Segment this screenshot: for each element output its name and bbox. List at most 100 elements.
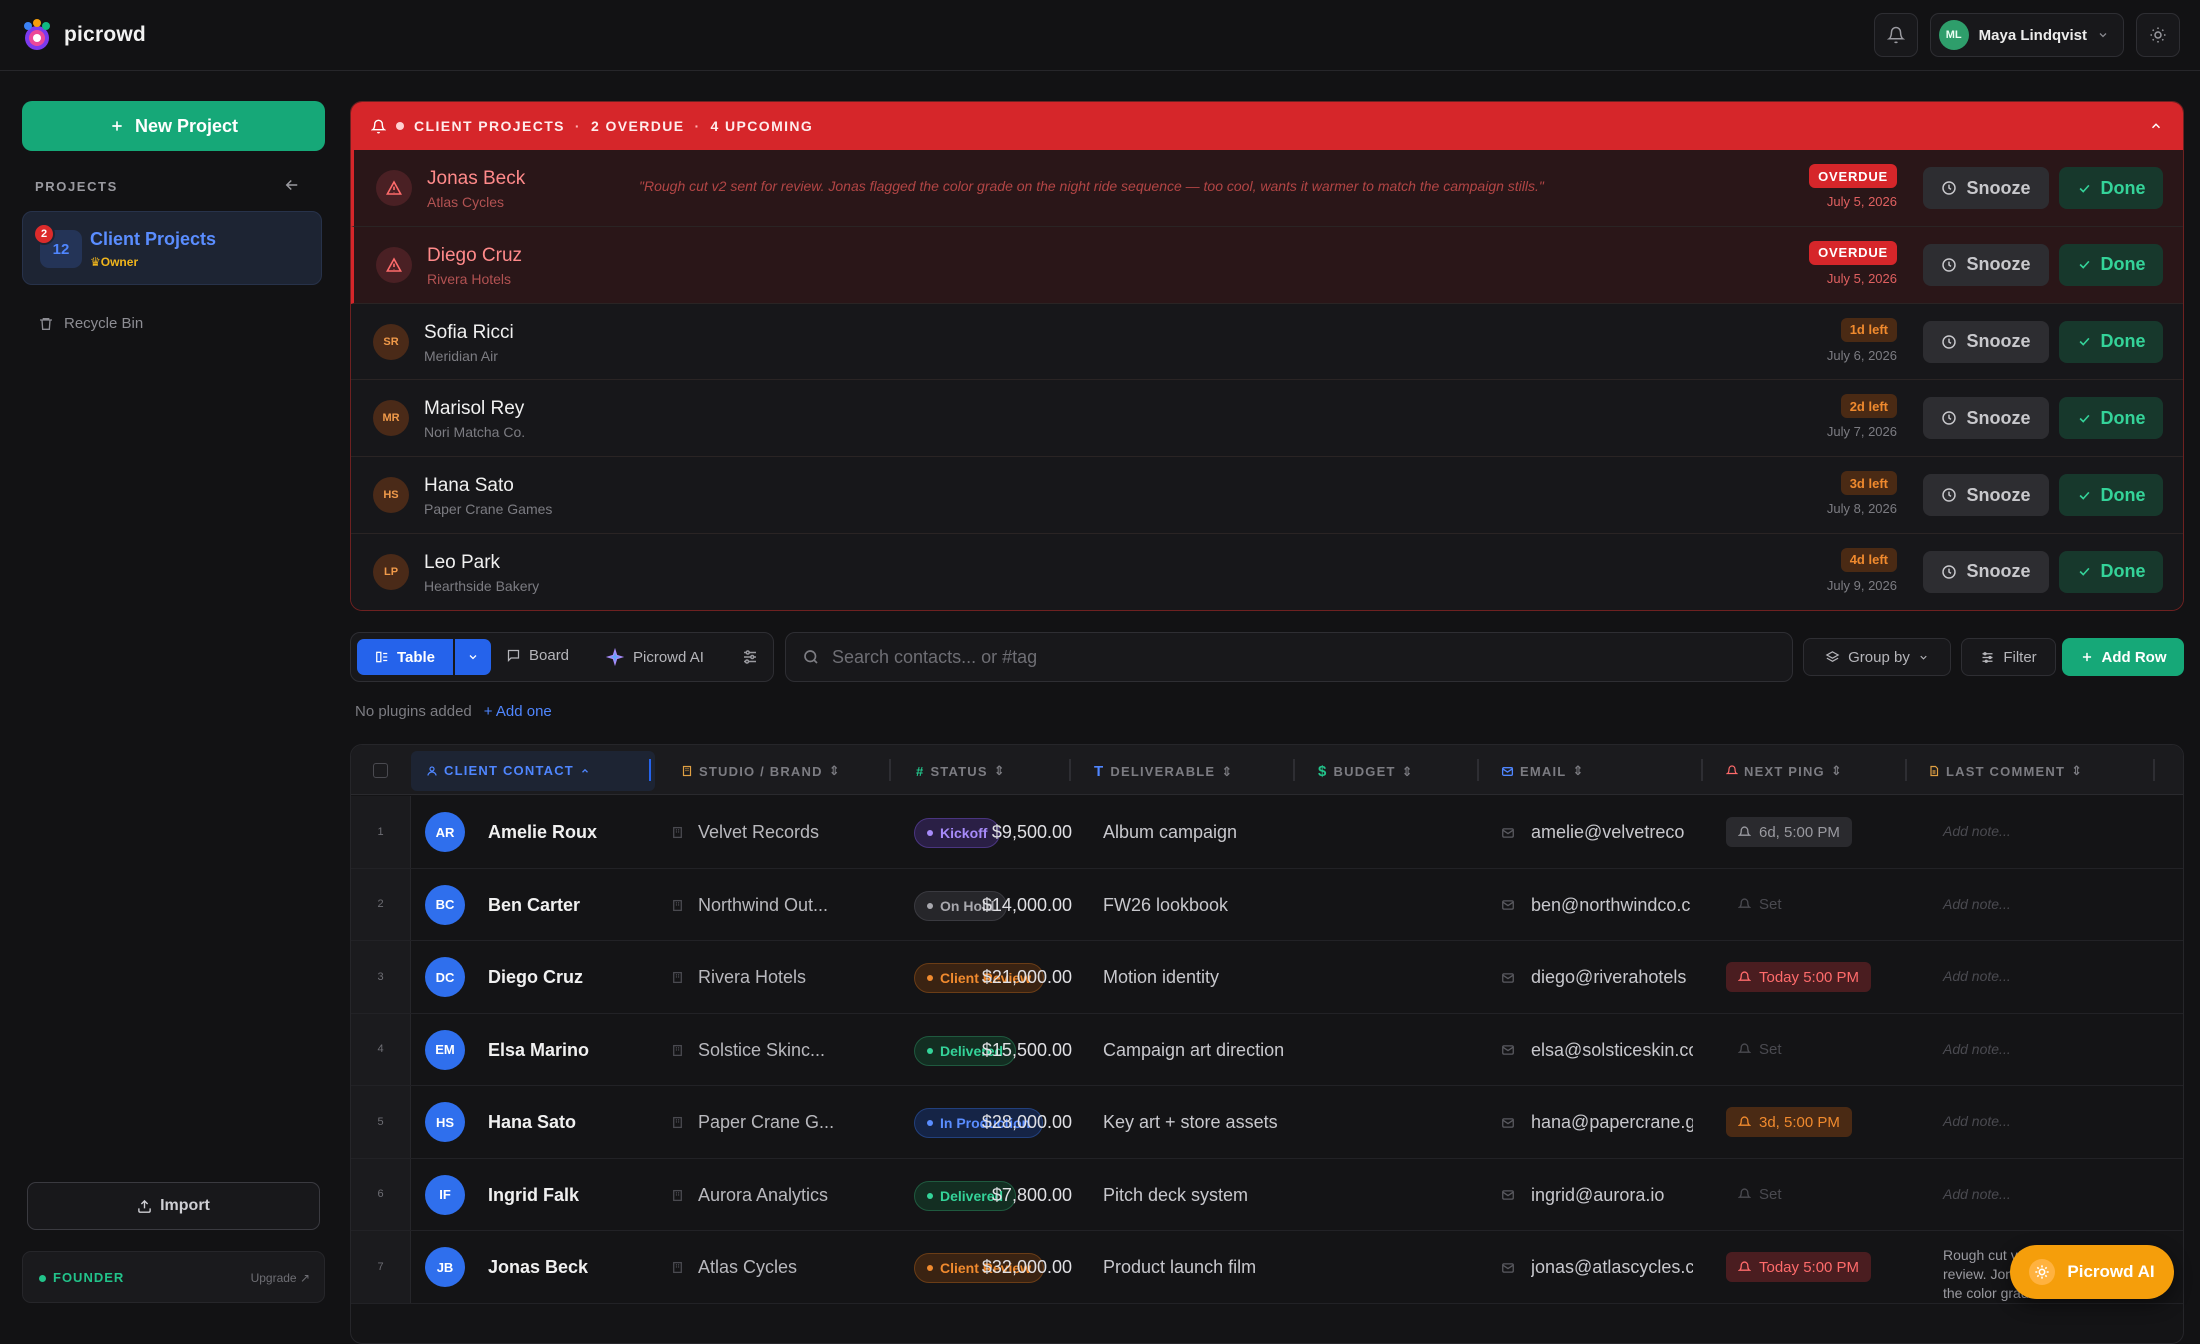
column-resize-handle[interactable] xyxy=(2153,759,2155,781)
add-note-placeholder[interactable]: Add note... xyxy=(1943,1113,2011,1129)
import-button[interactable]: Import xyxy=(27,1182,320,1230)
add-plugin-link[interactable]: + Add one xyxy=(483,703,552,720)
column-resize-handle[interactable] xyxy=(1905,759,1907,781)
table-row[interactable]: 7 JB Jonas Beck Atlas Cycles Client Revi… xyxy=(351,1231,2183,1304)
studio-cell[interactable]: Aurora Analytics xyxy=(671,1185,828,1206)
recycle-bin-link[interactable]: Recycle Bin xyxy=(38,315,143,332)
next-ping-badge[interactable]: Set xyxy=(1726,1180,1794,1210)
collapse-sidebar-button[interactable] xyxy=(283,176,301,194)
reminders-header[interactable]: CLIENT PROJECTS · 2 OVERDUE · 4 UPCOMING xyxy=(351,102,2183,150)
contact-name[interactable]: Hana Sato xyxy=(488,1112,577,1132)
deliverable-cell[interactable]: Product launch film xyxy=(1103,1257,1257,1277)
contact-name[interactable]: Jonas Beck xyxy=(488,1257,589,1277)
email-cell[interactable]: amelie@velvetreco xyxy=(1501,822,1693,843)
email-cell[interactable]: ben@northwindco.c xyxy=(1501,895,1693,916)
reminder-row[interactable]: MR Marisol Rey Nori Matcha Co. 2d left J… xyxy=(351,380,2183,458)
studio-cell[interactable]: Paper Crane G... xyxy=(671,1112,834,1133)
add-note-placeholder[interactable]: Add note... xyxy=(1943,895,2011,912)
contact-name[interactable]: Ingrid Falk xyxy=(488,1184,580,1205)
next-ping-badge[interactable]: 3d, 5:00 PM xyxy=(1726,1107,1852,1137)
deliverable-cell[interactable]: Key art + store assets xyxy=(1103,1112,1278,1132)
table-row[interactable]: 6 IF Ingrid Falk Aurora Analytics Delive… xyxy=(351,1158,2183,1231)
status-badge[interactable]: Client Review xyxy=(914,963,1045,993)
status-badge[interactable]: Delivered xyxy=(914,1035,1017,1066)
deliverable-cell[interactable]: Motion identity xyxy=(1103,967,1220,987)
column-resize-handle[interactable] xyxy=(1477,759,1479,781)
budget-cell[interactable]: $7,800.00 xyxy=(991,1184,1072,1205)
done-button[interactable]: Done xyxy=(2059,320,2163,363)
add-note-placeholder[interactable]: Add note... xyxy=(1943,968,2011,984)
add-note-placeholder[interactable]: Add note... xyxy=(1943,1040,2011,1057)
next-ping-badge[interactable]: Today 5:00 PM xyxy=(1726,1252,1872,1282)
column-status[interactable]: # STATUS ⇕ xyxy=(916,763,1006,779)
snooze-button[interactable]: Snooze xyxy=(1923,320,2049,363)
view-settings-button[interactable] xyxy=(741,648,759,666)
user-menu[interactable]: ML Maya Lindqvist xyxy=(1929,13,2124,57)
column-budget[interactable]: $ BUDGET ⇕ xyxy=(1318,763,1414,780)
column-email[interactable]: EMAIL ⇕ xyxy=(1501,763,1585,779)
contact-name[interactable]: Amelie Roux xyxy=(488,822,598,842)
done-button[interactable]: Done xyxy=(2059,474,2163,517)
email-cell[interactable]: elsa@solsticeskin.co xyxy=(1501,1040,1693,1061)
tab-board[interactable]: Board xyxy=(506,647,569,664)
column-last-comment[interactable]: LAST COMMENT ⇕ xyxy=(1928,763,2083,779)
status-badge[interactable]: In Production xyxy=(914,1108,1044,1138)
tab-table[interactable]: Table xyxy=(357,639,453,675)
done-button[interactable]: Done xyxy=(2059,550,2163,593)
tab-picrowd-ai[interactable]: Picrowd AI xyxy=(605,647,704,667)
status-badge[interactable]: On Hold xyxy=(914,890,1008,921)
snooze-button[interactable]: Snooze xyxy=(1923,550,2049,593)
next-ping-badge[interactable]: 6d, 5:00 PM xyxy=(1726,817,1852,847)
column-resize-handle[interactable] xyxy=(1293,759,1295,781)
column-client-contact[interactable]: CLIENT CONTACT xyxy=(426,763,590,778)
add-note-placeholder[interactable]: Add note... xyxy=(1943,823,2011,839)
select-all-checkbox[interactable] xyxy=(373,763,388,778)
add-note-placeholder[interactable]: Add note... xyxy=(1943,1185,2011,1202)
deliverable-cell[interactable]: Campaign art direction xyxy=(1103,1039,1285,1060)
budget-cell[interactable]: $14,000.00 xyxy=(981,894,1072,915)
upgrade-link[interactable]: Upgrade ↗ xyxy=(250,1271,310,1285)
sidebar-item-client-projects[interactable]: 12 2 Client Projects ♛Owner xyxy=(22,211,322,285)
deliverable-cell[interactable]: FW26 lookbook xyxy=(1103,894,1229,915)
email-cell[interactable]: diego@riverahotels xyxy=(1501,967,1693,988)
status-badge[interactable]: Kickoff xyxy=(914,818,1001,848)
table-view-dropdown[interactable] xyxy=(455,639,491,675)
budget-cell[interactable]: $15,500.00 xyxy=(981,1039,1072,1060)
filter-button[interactable]: Filter xyxy=(1961,638,2056,676)
table-row[interactable]: 3 DC Diego Cruz Rivera Hotels Client Rev… xyxy=(351,941,2183,1014)
budget-cell[interactable]: $9,500.00 xyxy=(991,822,1072,842)
column-resize-handle[interactable] xyxy=(1069,759,1071,781)
studio-cell[interactable]: Rivera Hotels xyxy=(671,967,806,988)
done-button[interactable]: Done xyxy=(2059,397,2163,440)
budget-cell[interactable]: $32,000.00 xyxy=(981,1257,1072,1277)
next-ping-badge[interactable]: Set xyxy=(1726,890,1794,920)
deliverable-cell[interactable]: Album campaign xyxy=(1103,822,1238,842)
snooze-button[interactable]: Snooze xyxy=(1923,397,2049,440)
picrowd-ai-button[interactable]: Picrowd AI xyxy=(2010,1245,2174,1299)
contact-name[interactable]: Ben Carter xyxy=(488,894,581,915)
studio-cell[interactable]: Atlas Cycles xyxy=(671,1257,797,1278)
next-ping-badge[interactable]: Today 5:00 PM xyxy=(1726,962,1872,992)
contact-name[interactable]: Diego Cruz xyxy=(488,967,584,987)
snooze-button[interactable]: Snooze xyxy=(1923,167,2049,209)
done-button[interactable]: Done xyxy=(2059,243,2163,286)
budget-cell[interactable]: $28,000.00 xyxy=(981,1112,1072,1132)
email-cell[interactable]: hana@papercrane.g xyxy=(1501,1112,1693,1133)
reminder-row[interactable]: HS Hana Sato Paper Crane Games 3d left J… xyxy=(351,457,2183,534)
status-badge[interactable]: Delivered xyxy=(914,1180,1017,1211)
status-badge[interactable]: Client Review xyxy=(914,1253,1045,1283)
column-studio[interactable]: STUDIO / BRAND ⇕ xyxy=(681,763,841,779)
table-row[interactable]: 4 EM Elsa Marino Solstice Skinc... Deliv… xyxy=(351,1013,2183,1086)
contact-name[interactable]: Elsa Marino xyxy=(488,1039,590,1060)
group-by-button[interactable]: Group by xyxy=(1803,638,1951,676)
table-row[interactable]: 2 BC Ben Carter Northwind Out... On Hold… xyxy=(351,868,2183,941)
budget-cell[interactable]: $21,000.00 xyxy=(981,967,1072,987)
reminder-row[interactable]: LP Leo Park Hearthside Bakery 4d left Ju… xyxy=(351,533,2183,610)
email-cell[interactable]: jonas@atlascycles.c xyxy=(1501,1257,1693,1278)
snooze-button[interactable]: Snooze xyxy=(1923,474,2049,517)
reminder-row[interactable]: Jonas Beck Atlas Cycles "Rough cut v2 se… xyxy=(351,150,2183,227)
snooze-button[interactable]: Snooze xyxy=(1923,243,2049,286)
email-cell[interactable]: ingrid@aurora.io xyxy=(1501,1185,1693,1206)
next-ping-badge[interactable]: Set xyxy=(1726,1035,1794,1065)
add-row-button[interactable]: Add Row xyxy=(2062,638,2184,676)
